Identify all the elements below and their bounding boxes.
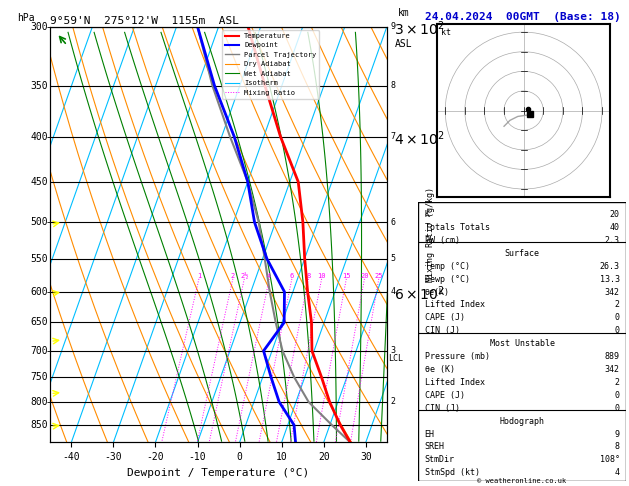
- Text: 9: 9: [390, 22, 395, 31]
- Text: Lifted Index: Lifted Index: [425, 300, 484, 310]
- Text: 24.04.2024  00GMT  (Base: 18): 24.04.2024 00GMT (Base: 18): [425, 12, 620, 22]
- Text: 4: 4: [267, 273, 271, 279]
- Text: 550: 550: [31, 254, 48, 263]
- Text: Dewp (°C): Dewp (°C): [425, 275, 469, 284]
- Text: 20: 20: [610, 210, 620, 219]
- Text: 6: 6: [390, 218, 395, 226]
- Text: Lifted Index: Lifted Index: [425, 378, 484, 387]
- Text: © weatheronline.co.uk: © weatheronline.co.uk: [477, 478, 567, 484]
- Text: CIN (J): CIN (J): [425, 326, 460, 335]
- Text: Most Unstable: Most Unstable: [489, 339, 555, 348]
- Text: θe(K): θe(K): [425, 288, 450, 296]
- Text: 1: 1: [197, 273, 201, 279]
- Text: Temp (°C): Temp (°C): [425, 261, 469, 271]
- Text: 600: 600: [31, 287, 48, 297]
- Text: 4: 4: [615, 468, 620, 477]
- Text: 6: 6: [290, 273, 294, 279]
- X-axis label: Dewpoint / Temperature (°C): Dewpoint / Temperature (°C): [128, 468, 309, 478]
- Text: 800: 800: [31, 397, 48, 407]
- Text: CAPE (J): CAPE (J): [425, 391, 464, 400]
- Text: 2: 2: [390, 398, 395, 406]
- Text: 8: 8: [306, 273, 311, 279]
- Text: 10: 10: [318, 273, 326, 279]
- Text: 350: 350: [31, 81, 48, 91]
- Text: 889: 889: [604, 352, 620, 361]
- Text: 5: 5: [390, 254, 395, 263]
- Text: 9: 9: [615, 430, 620, 438]
- Text: ASL: ASL: [395, 39, 413, 49]
- Text: K: K: [425, 210, 430, 219]
- Text: 26.3: 26.3: [599, 261, 620, 271]
- Text: 650: 650: [31, 317, 48, 328]
- Text: 2½: 2½: [240, 272, 248, 279]
- Text: 850: 850: [31, 420, 48, 430]
- Text: 0: 0: [615, 404, 620, 413]
- Text: SREH: SREH: [425, 442, 445, 451]
- Text: 7: 7: [390, 132, 395, 141]
- Text: EH: EH: [425, 430, 435, 438]
- Text: 400: 400: [31, 132, 48, 142]
- Text: CAPE (J): CAPE (J): [425, 313, 464, 322]
- Text: StmDir: StmDir: [425, 455, 455, 464]
- Text: Totals Totals: Totals Totals: [425, 223, 489, 232]
- Text: Hodograph: Hodograph: [499, 417, 545, 426]
- Text: 450: 450: [31, 177, 48, 187]
- Text: CIN (J): CIN (J): [425, 404, 460, 413]
- Text: 342: 342: [604, 288, 620, 296]
- Text: 13.3: 13.3: [599, 275, 620, 284]
- Text: θe (K): θe (K): [425, 365, 455, 374]
- Text: 4: 4: [390, 287, 395, 296]
- Text: 40: 40: [610, 223, 620, 232]
- Text: 2.3: 2.3: [604, 236, 620, 245]
- Text: 3: 3: [390, 347, 395, 355]
- Text: 25: 25: [374, 273, 383, 279]
- Text: 2: 2: [231, 273, 235, 279]
- Text: 15: 15: [342, 273, 350, 279]
- Text: 342: 342: [604, 365, 620, 374]
- Text: StmSpd (kt): StmSpd (kt): [425, 468, 479, 477]
- Text: 0: 0: [615, 326, 620, 335]
- Text: hPa: hPa: [17, 13, 35, 22]
- Text: 500: 500: [31, 217, 48, 227]
- Legend: Temperature, Dewpoint, Parcel Trajectory, Dry Adiabat, Wet Adiabat, Isotherm, Mi: Temperature, Dewpoint, Parcel Trajectory…: [222, 30, 320, 99]
- Text: 9°59'N  275°12'W  1155m  ASL: 9°59'N 275°12'W 1155m ASL: [50, 16, 239, 26]
- Text: Mixing Ratio (g/kg): Mixing Ratio (g/kg): [426, 187, 435, 282]
- Text: 0: 0: [615, 391, 620, 400]
- Text: 700: 700: [31, 346, 48, 356]
- Text: km: km: [398, 8, 409, 18]
- Text: Surface: Surface: [504, 249, 540, 258]
- Text: 108°: 108°: [599, 455, 620, 464]
- Text: 2: 2: [615, 378, 620, 387]
- Text: PW (cm): PW (cm): [425, 236, 460, 245]
- Text: 20: 20: [360, 273, 369, 279]
- Text: 0: 0: [615, 313, 620, 322]
- Text: 8: 8: [615, 442, 620, 451]
- Text: 300: 300: [31, 22, 48, 32]
- Text: 8: 8: [390, 81, 395, 90]
- Text: kt: kt: [441, 28, 451, 37]
- Text: LCL: LCL: [388, 354, 403, 364]
- Text: 750: 750: [31, 372, 48, 382]
- Text: 2: 2: [615, 300, 620, 310]
- Text: Pressure (mb): Pressure (mb): [425, 352, 489, 361]
